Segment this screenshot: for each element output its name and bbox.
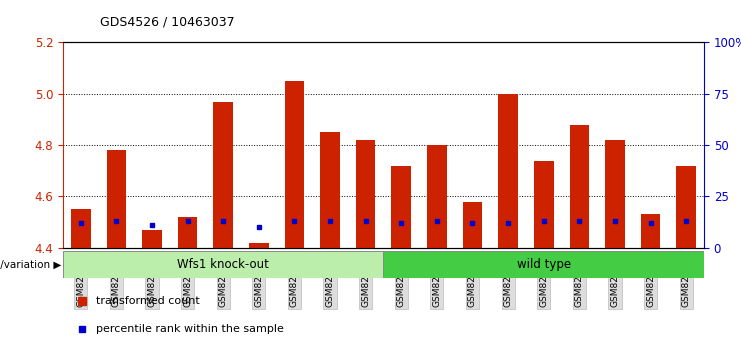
Bar xyxy=(107,150,126,248)
Text: wild type: wild type xyxy=(516,258,571,271)
Text: genotype/variation ▶: genotype/variation ▶ xyxy=(0,259,62,270)
Bar xyxy=(605,140,625,248)
Bar xyxy=(427,145,447,248)
Bar xyxy=(641,215,660,248)
Bar xyxy=(71,209,90,248)
Text: percentile rank within the sample: percentile rank within the sample xyxy=(96,324,285,334)
Bar xyxy=(249,243,269,248)
Bar xyxy=(384,251,704,278)
Bar xyxy=(391,166,411,248)
Bar xyxy=(285,81,305,248)
Bar xyxy=(462,202,482,248)
Text: transformed count: transformed count xyxy=(96,296,200,306)
Bar xyxy=(356,140,376,248)
Bar xyxy=(178,217,197,248)
Bar xyxy=(677,166,696,248)
Bar xyxy=(63,251,384,278)
Bar xyxy=(213,102,233,248)
Bar xyxy=(534,161,554,248)
Bar xyxy=(142,230,162,248)
Bar xyxy=(320,132,340,248)
Bar xyxy=(570,125,589,248)
Text: GDS4526 / 10463037: GDS4526 / 10463037 xyxy=(100,15,235,28)
Text: Wfs1 knock-out: Wfs1 knock-out xyxy=(177,258,269,271)
Bar xyxy=(498,94,518,248)
